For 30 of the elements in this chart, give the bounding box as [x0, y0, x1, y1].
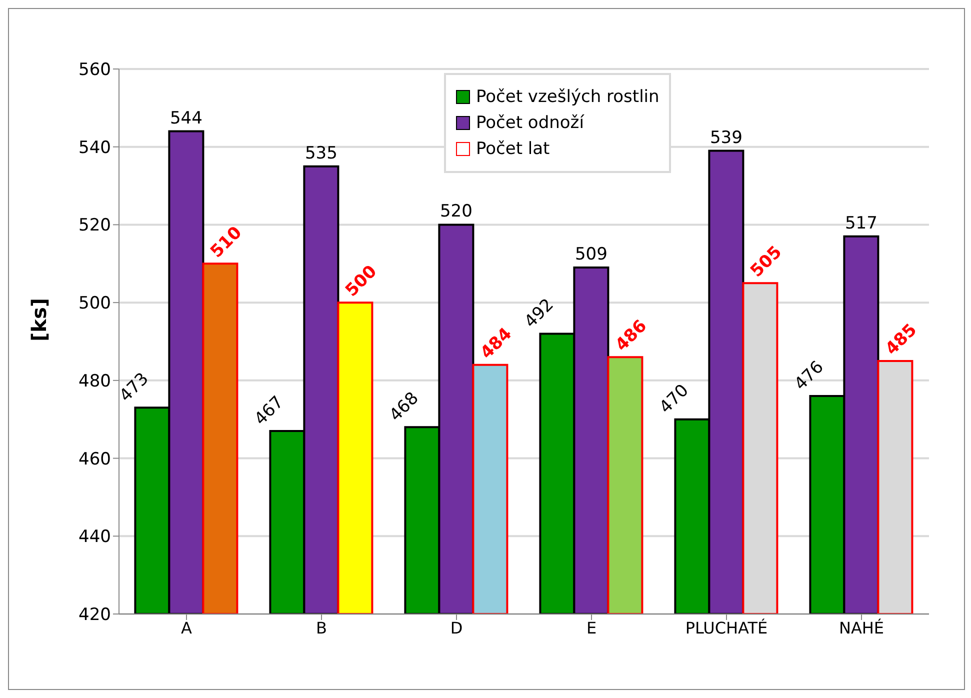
x-tick-label: NAHÉ: [838, 618, 884, 638]
data-label: 470: [656, 380, 693, 418]
x-tick-label: B: [316, 618, 327, 638]
x-tick-label: D: [450, 618, 463, 638]
data-label: 476: [790, 357, 828, 394]
y-tick-label: 500: [78, 294, 111, 314]
y-tick-label: 420: [78, 605, 111, 626]
data-label: 520: [440, 202, 472, 222]
y-tick-label: 480: [78, 371, 111, 392]
data-label: 467: [250, 392, 288, 430]
x-tick-label: A: [181, 618, 192, 638]
y-tick-label: 440: [78, 527, 111, 548]
data-label: 492: [520, 294, 558, 332]
data-label: 517: [844, 213, 878, 234]
y-axis-title: [ks]: [27, 298, 52, 342]
x-tick-label: PLUCHATÉ: [685, 618, 768, 638]
data-label: 473: [116, 368, 153, 406]
y-tick-label: 560: [78, 60, 111, 80]
data-label: 539: [710, 128, 742, 148]
legend-label: Počet vzešlých rostlin: [475, 87, 660, 107]
y-tick-label: 460: [78, 449, 111, 470]
data-label: 544: [170, 108, 202, 128]
data-label: 509: [574, 244, 608, 265]
data-label: 468: [386, 388, 423, 426]
y-tick-label: 520: [78, 216, 111, 236]
x-tick-label: E: [586, 618, 597, 638]
y-tick-label: 540: [78, 138, 111, 158]
data-label: 535: [304, 143, 338, 164]
legend-label: Počet lat: [475, 139, 551, 159]
legend-label: Počet odnoží: [475, 113, 586, 133]
